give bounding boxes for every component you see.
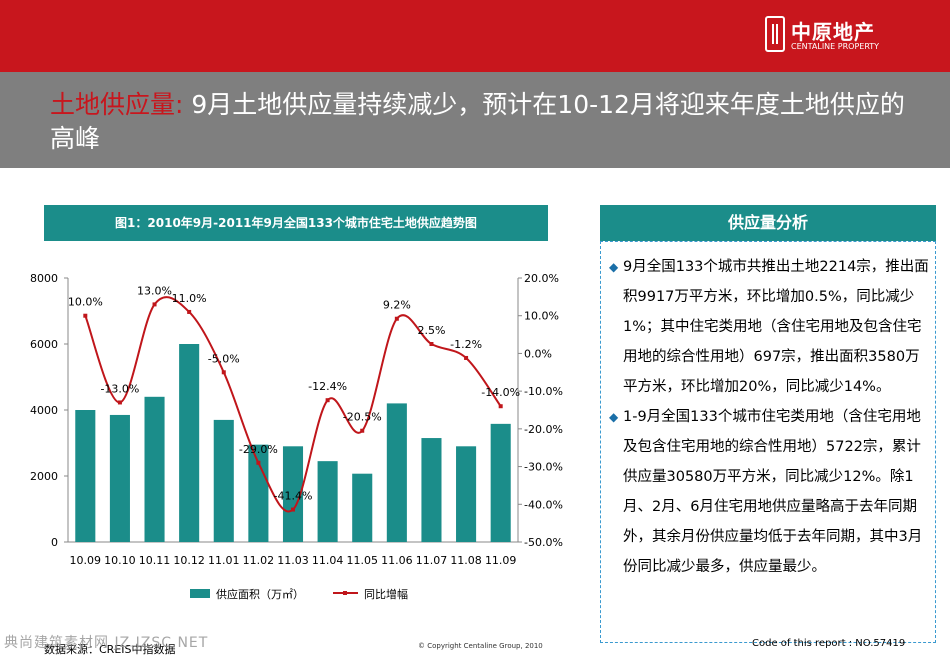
line-point: [464, 355, 469, 360]
right-tick-label: -30.0%: [524, 461, 563, 474]
copyright: © Copyright Centaline Group, 2010: [418, 642, 543, 650]
legend-line-label: 同比增幅: [364, 587, 408, 601]
right-tick-label: -40.0%: [524, 498, 563, 511]
bar: [179, 344, 200, 542]
line-point: [187, 309, 192, 314]
x-tick-label: 11.02: [243, 554, 275, 567]
data-label: -5.0%: [208, 352, 240, 365]
x-tick-label: 11.04: [312, 554, 344, 567]
right-tick-label: -20.0%: [524, 423, 563, 436]
line-point: [498, 404, 503, 409]
x-tick-label: 11.03: [277, 554, 309, 567]
bar: [75, 410, 96, 542]
page-title: 土地供应量: 9月土地供应量持续减少，预计在10-12月将迎来年度土地供应的高峰: [50, 88, 910, 156]
logo-en: CENTALINE PROPERTY: [791, 42, 880, 51]
logo-cn: 中原地产: [791, 20, 875, 44]
data-label: -14.0%: [481, 386, 520, 399]
combo-chart: 0 2000 4000 6000 8000 20.0% 10.0% 0.0% -10.0% -20…: [30, 272, 563, 601]
bar: [144, 396, 165, 542]
title-highlight: 土地供应量:: [50, 90, 184, 119]
line-point: [152, 302, 157, 307]
bar: [386, 403, 407, 542]
data-label: -13.0%: [100, 382, 139, 395]
data-label: -29.0%: [239, 443, 278, 456]
x-tick-label: 11.06: [381, 554, 413, 567]
title-bar: [0, 72, 950, 168]
legend-line-marker: [343, 591, 347, 595]
x-tick-label: 10.12: [173, 554, 205, 567]
line-point: [291, 507, 295, 512]
data-label: 2.5%: [417, 324, 445, 337]
data-label: 13.0%: [137, 284, 172, 297]
left-tick-label: 8000: [30, 272, 58, 285]
right-tick-label: -10.0%: [524, 385, 563, 398]
data-label: -41.4%: [274, 490, 313, 503]
data-label: -1.2%: [450, 338, 482, 351]
analysis-bullet: ◆ 9月全国133个城市共推出土地2214宗，推出面积9917万平方米，环比增加…: [609, 252, 929, 402]
line-point: [360, 428, 365, 433]
left-tick-label: 6000: [30, 338, 58, 351]
right-tick-label: 10.0%: [524, 310, 559, 323]
analysis-box: ◆ 9月全国133个城市共推出土地2214宗，推出面积9917万平方米，环比增加…: [600, 241, 936, 643]
header-bar: [0, 0, 950, 72]
x-tick-label: 10.09: [70, 554, 102, 567]
right-tick-label: 20.0%: [524, 272, 559, 285]
x-tick-label: 11.01: [208, 554, 240, 567]
legend-bar-swatch: [190, 589, 210, 598]
data-label: 9.2%: [383, 299, 411, 312]
line-point: [394, 316, 399, 321]
logo-seal-icon: [765, 16, 785, 52]
title-text: 9月土地供应量持续减少，预计在10-12月将迎来年度土地供应的高峰: [50, 90, 905, 153]
watermark: 典尚建筑素材网 JZ.JZSC.NET: [4, 635, 209, 651]
left-tick-label: 0: [51, 536, 58, 549]
line-point: [325, 398, 330, 403]
bar: [490, 423, 511, 542]
bar: [456, 446, 477, 542]
bar: [109, 414, 130, 542]
bar: [282, 446, 304, 542]
x-tick-label: 11.09: [485, 554, 517, 567]
line-point: [256, 460, 261, 465]
line-point: [117, 400, 122, 405]
left-tick-label: 2000: [30, 470, 58, 483]
right-tick-label: -50.0%: [524, 536, 563, 549]
x-tick-label: 11.07: [416, 554, 448, 567]
line-point: [429, 342, 434, 346]
x-tick-label: 10.11: [139, 554, 171, 567]
bar: [317, 461, 338, 542]
bar: [352, 473, 373, 542]
line-point: [83, 313, 88, 318]
left-tick-label: 4000: [30, 404, 58, 417]
diamond-bullet-icon: ◆: [609, 260, 619, 274]
analysis-title: 供应量分析: [600, 205, 936, 241]
bar: [421, 438, 442, 542]
analysis-bullet: ◆ 1-9月全国133个城市住宅类用地（含住宅用地及包含住宅用地的综合性用地）5…: [609, 402, 929, 582]
legend-bar-label: 供应面积（万㎡）: [216, 587, 304, 601]
right-tick-label: 0.0%: [524, 347, 552, 360]
bar: [213, 419, 234, 542]
x-tick-label: 10.10: [104, 554, 136, 567]
report-code: Code of this report : NO.57419: [752, 638, 906, 649]
analysis-bullet-text: 1-9月全国133个城市住宅类用地（含住宅用地及包含住宅用地的综合性用地）572…: [623, 409, 923, 575]
data-label: 10.0%: [68, 296, 103, 309]
x-tick-label: 11.08: [450, 554, 482, 567]
bar: [248, 444, 269, 542]
diamond-bullet-icon: ◆: [609, 410, 619, 424]
data-label: -20.5%: [343, 411, 382, 424]
x-tick-label: 11.05: [346, 554, 378, 567]
data-label: 11.0%: [172, 292, 207, 305]
analysis-bullet-text: 9月全国133个城市共推出土地2214宗，推出面积9917万平方米，环比增加0.…: [623, 259, 929, 395]
centaline-logo: 中原地产 CENTALINE PROPERTY: [765, 14, 895, 58]
data-source: 数据来源：CREIS中指数据: [44, 643, 176, 656]
chart-title: 图1：2010年9月-2011年9月全国133个城市住宅土地供应趋势图: [44, 205, 548, 241]
data-label: -12.4%: [308, 380, 347, 393]
line-point: [221, 370, 226, 375]
